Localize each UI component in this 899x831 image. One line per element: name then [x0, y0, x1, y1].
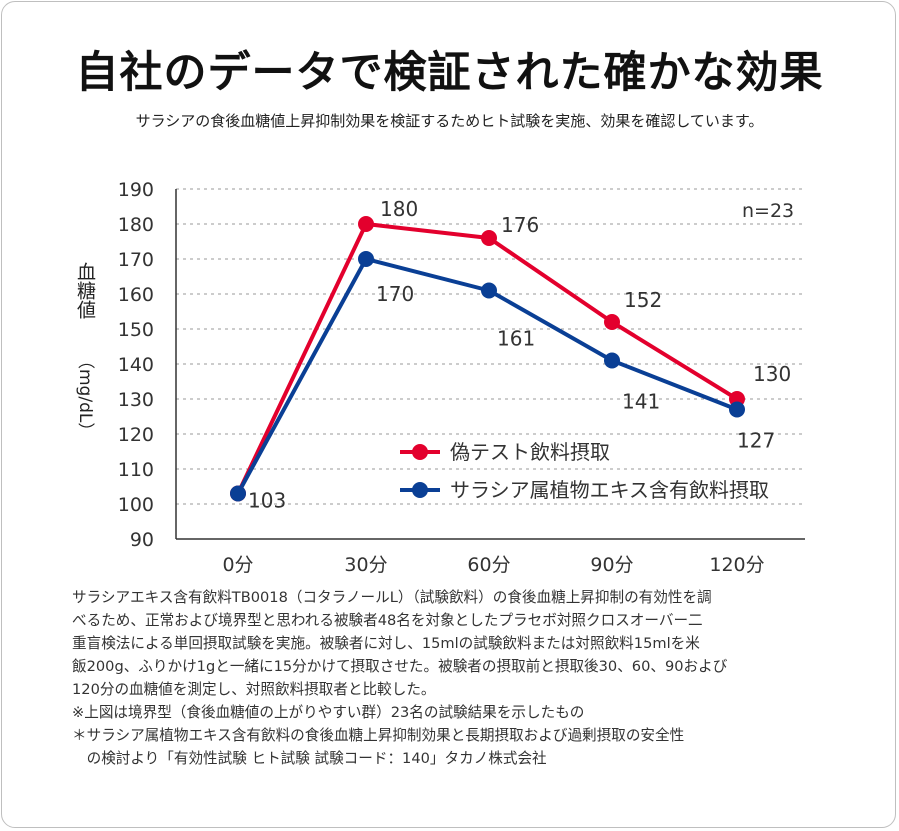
- x-tick-label: 60分: [467, 554, 510, 576]
- line-chart: 90 100 110 120 130 140 150 160 170 180 190 0分 30分 60分…: [118, 179, 805, 576]
- page-title: 自社のデータで検証された確かな効果: [75, 48, 824, 98]
- note-line: の検討より「有効性試験 ヒト試験 試験コード：140」タカノ株式会社: [72, 750, 547, 767]
- note-line: ※上図は境界型（食後血糖値の上がりやすい群）23名の試験結果を示したもの: [72, 704, 585, 721]
- data-point: [358, 251, 374, 267]
- x-tick-label: 0分: [222, 554, 253, 576]
- y-tick-label: 130: [118, 389, 154, 411]
- y-tick-label: 170: [118, 249, 154, 271]
- data-point: [604, 352, 620, 369]
- data-point: [729, 401, 745, 418]
- note-line: サラシアエキス含有飲料TB0018（コタラノールL）（試験飲料）の食後血糖上昇抑…: [72, 589, 712, 606]
- y-tick-label: 110: [118, 459, 154, 481]
- y-axis-title: 血糖値: [74, 262, 96, 319]
- page-subtitle: サラシアの食後血糖値上昇抑制効果を検証するためヒト試験を実施、効果を確認していま…: [135, 112, 764, 130]
- data-label: 161: [497, 327, 535, 351]
- legend-marker: [412, 444, 428, 460]
- y-tick-label: 160: [118, 284, 154, 306]
- study-notes: サラシアエキス含有飲料TB0018（コタラノールL）（試験飲料）の食後血糖上昇抑…: [72, 586, 842, 770]
- series-lines: [230, 216, 745, 502]
- data-label: 152: [624, 288, 662, 312]
- data-label: 103: [248, 489, 286, 513]
- note-line: べるため、正常および境界型と思われる被験者48名を対象としたプラセボ対照クロスオ…: [72, 612, 703, 629]
- note-line: 重盲検法による単回摂取試験を実施。被験者に対し、15mlの試験飲料または対照飲料…: [72, 635, 700, 652]
- data-point: [481, 230, 497, 246]
- y-tick-label: 140: [118, 354, 154, 376]
- data-point: [481, 282, 497, 299]
- axes: [175, 189, 805, 540]
- data-label: 180: [380, 197, 418, 221]
- x-tick-label: 120分: [709, 554, 764, 576]
- data-label: 141: [622, 390, 660, 414]
- data-label: 127: [737, 429, 775, 453]
- data-label: 170: [376, 282, 414, 306]
- y-tick-label: 100: [118, 494, 154, 516]
- data-point: [358, 216, 374, 232]
- legend-label: 偽テスト飲料摂取: [450, 440, 610, 464]
- data-point: [230, 485, 246, 502]
- x-tick-label: 30分: [344, 554, 387, 576]
- y-tick-label: 150: [118, 319, 154, 341]
- data-labels: 180 176 152 130 103 170 161 141 127: [248, 197, 791, 513]
- legend-marker: [412, 482, 428, 498]
- data-label: 130: [753, 362, 791, 386]
- y-tick-label: 120: [118, 424, 154, 446]
- tick-labels: 90 100 110 120 130 140 150 160 170 180 190 0分 30分 60分…: [118, 179, 765, 576]
- x-tick-label: 90分: [590, 554, 633, 576]
- y-tick-label: 180: [118, 214, 154, 236]
- note-line: 飯200g、ふりかけ1gと一緒に15分かけて摂取させた。被験者の摂取前と摂取後3…: [72, 658, 728, 675]
- note-line: ＊サラシア属植物エキス含有飲料の食後血糖上昇抑制効果と長期摂取および過剰摂取の安…: [72, 727, 685, 744]
- note-line: 120分の血糖値を測定し、対照飲料摂取者と比較した。: [72, 681, 436, 698]
- data-label: 176: [501, 213, 539, 237]
- y-tick-label: 90: [130, 529, 154, 551]
- legend-label: サラシア属植物エキス含有飲料摂取: [450, 478, 769, 502]
- y-axis-label: 血糖値 （mg/dL）: [72, 262, 98, 439]
- y-tick-label: 190: [118, 179, 154, 201]
- data-point: [604, 314, 620, 330]
- sample-size-annotation: n=23: [742, 200, 794, 222]
